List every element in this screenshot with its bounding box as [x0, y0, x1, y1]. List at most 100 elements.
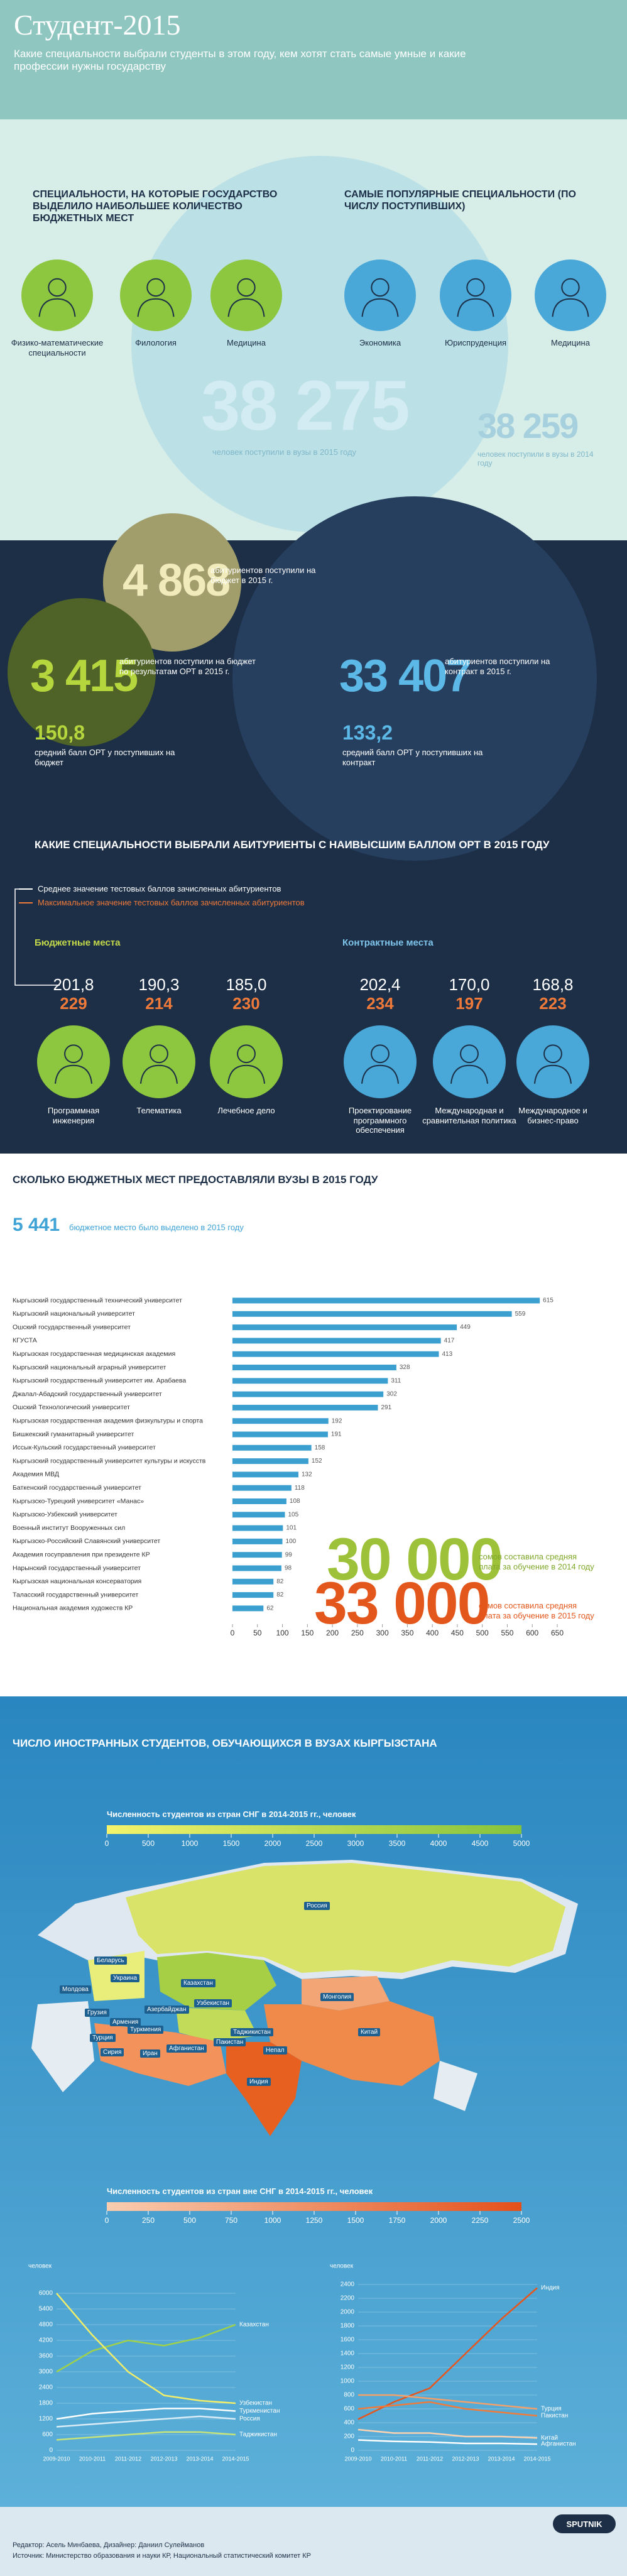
decor-circle: [103, 513, 241, 652]
icon: [227, 298, 265, 317]
title: Студент-2015: [14, 9, 181, 41]
icon: [48, 278, 67, 297]
score-max: 197: [455, 994, 483, 1013]
country-label: Индия: [247, 2078, 271, 2086]
x-tick-label: 600: [526, 1629, 538, 1637]
x-tick-label: 0: [231, 1629, 235, 1637]
bar: [232, 1444, 312, 1451]
y-tick-label: 5400: [39, 2306, 53, 2313]
series-label: Пакистан: [541, 2413, 568, 2420]
country-label: Грузия: [85, 2009, 109, 2017]
value-label: 615: [543, 1297, 553, 1304]
icon: [552, 298, 589, 317]
line: [56, 2431, 236, 2441]
x-tick-label: 50: [253, 1629, 262, 1637]
x-tick-label: 200: [326, 1629, 339, 1637]
line: [357, 2287, 538, 2420]
tick-label: 750: [225, 2216, 237, 2225]
heading: ЧИСЛО ИНОСТРАННЫХ СТУДЕНТОВ, ОБУЧАЮЩИХСЯ…: [13, 1737, 437, 1749]
y-tick-label: 1200: [39, 2416, 53, 2423]
x-tick-label: 2013-2014: [488, 2455, 515, 2462]
y-tick-label: Кыргызско-Российский Славянский универси…: [13, 1537, 160, 1545]
value-label: 98: [285, 1565, 292, 1572]
group-title: Бюджетные места: [35, 937, 121, 948]
bar: [232, 1498, 286, 1504]
y-tick-label: Кыргызский национальный аграрный универс…: [13, 1363, 166, 1371]
number-label: сомов составила средняя плата за обучени…: [479, 1601, 594, 1620]
y-tick-label: 1600: [341, 2337, 355, 2344]
y-tick-label: Кыргызская государственная медицинская а…: [13, 1350, 175, 1358]
big-number: 38 259: [477, 406, 579, 445]
country-label: Турция: [90, 2034, 116, 2042]
y-tick-label: КГУСТА: [13, 1337, 37, 1345]
icon: [237, 278, 256, 297]
value-label: 105: [288, 1511, 299, 1518]
country-label: Казахстан: [181, 1979, 215, 1987]
icon: [371, 278, 390, 297]
heading: СПЕЦИАЛЬНОСТИ, НА КОТОРЫЕ ГОСУДАРСТВО ВЫ…: [33, 189, 278, 224]
number-label: абитуриентов поступили на бюджет в 2015 …: [210, 565, 316, 585]
y-tick-label: 600: [42, 2431, 53, 2438]
credits: Редактор: Асель Минбаева, Дизайнер: Дани…: [13, 2541, 205, 2549]
country-label: Пакистан: [214, 2038, 246, 2046]
line: [56, 2408, 236, 2420]
line: [357, 2439, 538, 2445]
country-label: Китай: [358, 2028, 381, 2036]
y-tick-label: 1000: [341, 2378, 355, 2385]
country-kazakhstan: [157, 1953, 276, 2011]
x-tick-label: 100: [276, 1629, 289, 1637]
land: [433, 2061, 477, 2111]
icon: [137, 298, 175, 317]
tick-label: 1500: [347, 2216, 364, 2225]
country-label: Сирия: [101, 2048, 124, 2056]
score-avg: 185,0: [226, 975, 267, 994]
value-label: 328: [400, 1364, 410, 1371]
series-label: Афганистан: [541, 2440, 576, 2448]
country-middle-east: [94, 2023, 226, 2086]
icon-label: Физико-математические специальности: [11, 338, 104, 357]
x-tick-label: 2011-2012: [115, 2455, 141, 2462]
y-tick-label: Таласский государственный университет: [13, 1591, 139, 1598]
score-avg: 170,0: [449, 975, 490, 994]
heading: САМЫЕ ПОПУЛЯРНЫЕ СПЕЦИАЛЬНОСТИ (ПО ЧИСЛУ…: [344, 189, 576, 212]
icon: [120, 259, 192, 331]
x-tick-label: 2013-2014: [186, 2455, 213, 2462]
y-tick-label: Ошский Технологический университет: [13, 1404, 130, 1411]
tick-label: 5000: [513, 1839, 530, 1848]
big-number: 3 415: [30, 651, 138, 701]
icon: [535, 259, 606, 331]
line: [358, 2394, 538, 2410]
value-label: 62: [266, 1605, 274, 1612]
decor-circle: [8, 598, 156, 746]
value-label: 449: [460, 1324, 471, 1331]
bar: [232, 1471, 298, 1478]
bar: [232, 1485, 292, 1491]
bar: [232, 1592, 274, 1598]
value-label: 559: [515, 1311, 526, 1318]
bar: [232, 1605, 264, 1612]
bar: [232, 1351, 439, 1357]
icon-label: Телематика: [136, 1106, 182, 1115]
x-tick-label: 2009-2010: [43, 2455, 70, 2462]
x-tick-label: 300: [376, 1629, 389, 1637]
icon: [450, 1064, 488, 1084]
y-tick-label: Кыргызский государственный технический у…: [13, 1297, 182, 1304]
country-label: Украина: [111, 1974, 140, 1982]
heading: КАКИЕ СПЕЦИАЛЬНОСТИ ВЫБРАЛИ АБИТУРИЕНТЫ …: [35, 839, 550, 851]
tick-label: 2000: [264, 1839, 281, 1848]
y-tick-label: Кыргызско-Турецкий университет «Манас»: [13, 1497, 144, 1505]
icon-label: Международная и сравнительная политика: [422, 1106, 516, 1125]
tick-label: 2500: [513, 2216, 530, 2225]
y-axis-label: человек: [330, 2263, 354, 2270]
y-tick-label: Кыргызский национальный университет: [13, 1310, 135, 1318]
icon: [21, 259, 93, 331]
y-tick-label: 0: [351, 2447, 354, 2454]
country-label: Туркмения: [128, 2026, 164, 2034]
icon: [237, 1044, 256, 1064]
legend-scale: [107, 2202, 521, 2211]
icon: [140, 1064, 178, 1084]
score-avg: 202,4: [359, 975, 401, 994]
number-label: абитуриентов поступили на контракт в 201…: [445, 657, 550, 676]
y-tick-label: 400: [344, 2420, 354, 2426]
value-label: 99: [285, 1551, 293, 1558]
